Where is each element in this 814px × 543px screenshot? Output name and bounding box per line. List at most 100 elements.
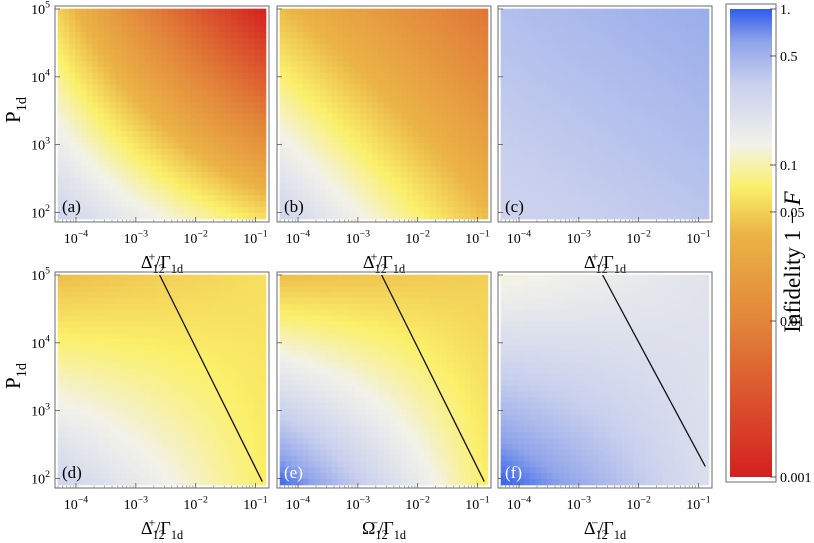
heatmap-cell <box>476 55 483 62</box>
heatmap-cell <box>633 142 640 150</box>
heatmap-cell <box>476 113 483 121</box>
heatmap-cell <box>668 172 675 179</box>
heatmap-cell <box>453 90 460 97</box>
heatmap-cell <box>279 166 287 173</box>
heatmap-cell <box>179 350 186 357</box>
heatmap-cell <box>581 32 588 39</box>
heatmap-cell <box>69 403 76 410</box>
heatmap-cell <box>196 403 203 410</box>
heatmap-cell <box>196 391 203 398</box>
heatmap-cell <box>132 125 140 132</box>
heatmap-cell <box>325 172 333 179</box>
heatmap-cell <box>575 84 583 91</box>
heatmap-cell <box>500 160 508 167</box>
heatmap-cell <box>190 189 197 196</box>
heatmap-cell <box>150 420 157 427</box>
heatmap-cell <box>541 172 548 179</box>
heatmap-cell <box>80 338 88 346</box>
heatmap-cell <box>529 137 536 144</box>
heatmap-cell <box>308 96 315 103</box>
heatmap-cell <box>458 148 466 156</box>
heatmap-cell <box>314 55 321 62</box>
heatmap-cell <box>458 61 466 68</box>
heatmap-cell <box>75 20 82 27</box>
heatmap-cell <box>103 125 111 132</box>
heatmap-cell <box>98 148 105 156</box>
heatmap-cell <box>697 72 704 80</box>
heatmap-cell <box>196 172 203 179</box>
heatmap-cell <box>354 26 362 33</box>
heatmap-cell <box>57 189 65 196</box>
heatmap-cell <box>650 20 658 27</box>
heatmap-cell <box>598 55 606 62</box>
heatmap-cell <box>75 321 82 328</box>
heatmap-cell <box>69 461 76 468</box>
heatmap-cell <box>207 84 215 91</box>
heatmap-cell <box>161 125 169 132</box>
heatmap-cell <box>581 137 588 144</box>
heatmap-cell <box>231 90 238 97</box>
heatmap-cell <box>138 43 145 51</box>
heatmap-cell <box>69 368 76 375</box>
heatmap-cell <box>570 43 577 51</box>
heatmap-cell <box>219 49 226 56</box>
heatmap-cell <box>679 177 687 185</box>
heatmap-cell <box>98 142 105 150</box>
heatmap-cell <box>115 379 122 387</box>
heatmap-cell <box>383 160 391 167</box>
heatmap-cell <box>587 172 594 179</box>
heatmap-cell <box>337 154 344 161</box>
heatmap-cell <box>331 166 339 173</box>
heatmap-cell <box>190 37 197 45</box>
heatmap-cell <box>593 20 600 27</box>
heatmap-cell <box>63 321 70 328</box>
heatmap-cell <box>518 160 525 167</box>
heatmap-cell <box>297 90 304 97</box>
heatmap-cell <box>184 154 192 161</box>
heatmap-cell <box>424 207 431 214</box>
heatmap-cell <box>372 113 379 121</box>
heatmap-cell <box>184 207 192 214</box>
heatmap-cell <box>138 298 145 305</box>
heatmap-cell <box>406 166 414 173</box>
heatmap-cell <box>207 183 215 191</box>
heatmap-cell <box>144 391 151 398</box>
heatmap-cell <box>242 61 249 68</box>
heatmap-cell <box>523 131 531 138</box>
heatmap-cell <box>418 14 425 21</box>
heatmap-cell <box>424 26 431 33</box>
heatmap-cell <box>406 8 414 16</box>
heatmap-cell <box>86 309 93 317</box>
heatmap-cell <box>314 8 321 16</box>
heatmap-cell <box>662 20 669 27</box>
heatmap-cell <box>179 449 186 457</box>
heatmap-cell <box>213 43 221 51</box>
heatmap-cell <box>662 212 669 220</box>
heatmap-cell <box>354 119 362 126</box>
heatmap-cell <box>389 20 396 27</box>
heatmap-cell <box>481 72 489 80</box>
heatmap-cell <box>190 379 197 387</box>
heatmap-cell <box>80 119 88 126</box>
heatmap-cell <box>325 55 333 62</box>
heatmap-cell <box>441 119 448 126</box>
heatmap-cell <box>155 362 163 369</box>
heatmap-cell <box>92 292 99 299</box>
heatmap-cell <box>529 189 536 196</box>
heatmap-cell <box>103 362 111 369</box>
heatmap-cell <box>558 189 565 196</box>
heatmap-cell <box>575 78 583 86</box>
heatmap-cell <box>196 212 203 220</box>
heatmap-cell <box>702 166 710 173</box>
heatmap-cell <box>285 142 292 150</box>
heatmap-cell <box>121 321 128 328</box>
heatmap-cell <box>202 455 209 462</box>
heatmap-cell <box>512 78 519 86</box>
heatmap-cell <box>115 309 122 317</box>
heatmap-cell <box>285 131 292 138</box>
heatmap-cell <box>639 14 646 21</box>
heatmap-cell <box>291 96 298 103</box>
heatmap-cell <box>314 43 321 51</box>
heatmap-cell <box>691 72 698 80</box>
heatmap-cell <box>337 183 344 191</box>
